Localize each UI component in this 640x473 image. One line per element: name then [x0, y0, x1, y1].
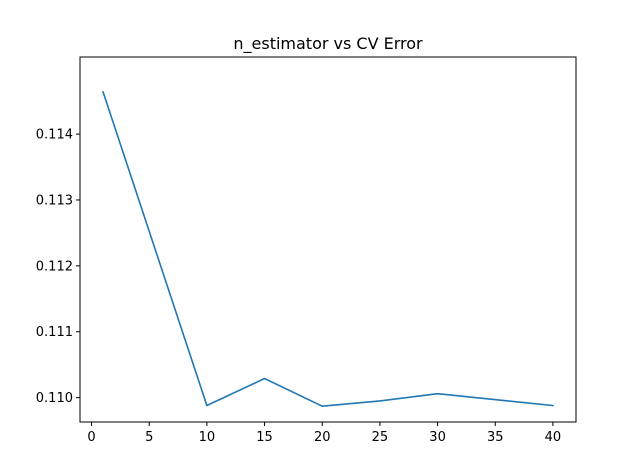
x-tick-label: 10 — [199, 430, 216, 445]
x-tick-label: 15 — [256, 430, 273, 445]
y-axis: 0.110 0.111 0.112 0.113 0.114 — [36, 128, 80, 406]
y-tick-label: 0.111 — [36, 325, 73, 340]
x-tick-label: 0 — [87, 430, 95, 445]
x-tick-label: 40 — [545, 430, 562, 445]
axes-frame — [79, 56, 577, 423]
y-tick-label: 0.114 — [36, 128, 73, 143]
x-tick-label: 30 — [429, 430, 446, 445]
series-line — [102, 90, 554, 407]
plot-area — [102, 90, 554, 407]
chart-title: n_estimator vs CV Error — [233, 34, 423, 54]
x-tick-label: 5 — [145, 430, 153, 445]
y-tick-label: 0.110 — [36, 391, 73, 406]
y-tick-label: 0.112 — [36, 259, 73, 274]
x-tick-label: 20 — [314, 430, 331, 445]
x-axis: 0 5 10 15 20 25 30 35 40 — [87, 422, 561, 445]
x-tick-label: 35 — [487, 430, 504, 445]
y-tick-label: 0.113 — [36, 193, 73, 208]
x-tick-label: 25 — [372, 430, 389, 445]
